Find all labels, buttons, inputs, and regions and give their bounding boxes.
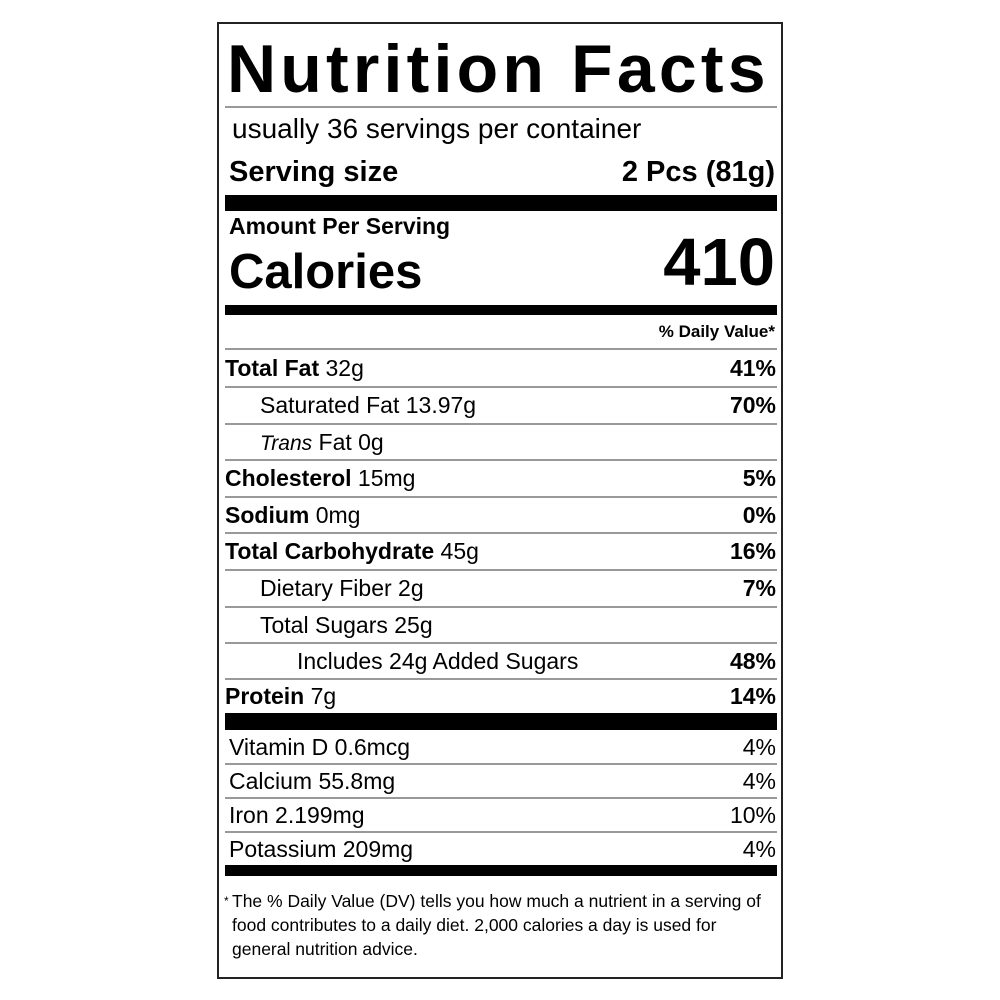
nutrient-row-saturated-fat: Saturated Fat 13.97g 70% — [225, 387, 776, 423]
footnote: The % Daily Value (DV) tells you how muc… — [232, 891, 761, 959]
nutrient-dv: 7% — [742, 574, 776, 601]
divider — [225, 831, 777, 833]
vitamin-dv: 4% — [742, 836, 776, 862]
nutrient-dv: 5% — [742, 464, 776, 491]
calories-value: 410 — [663, 225, 775, 300]
vitamin-label: Iron 2.199mg — [229, 802, 365, 828]
divider — [225, 532, 777, 534]
vitamin-label: Calcium 55.8mg — [229, 768, 396, 794]
nutrient-row-cholesterol: Cholesterol 15mg 5% — [225, 460, 776, 496]
nutrient-name-rest: Fat — [318, 428, 352, 455]
divider — [225, 423, 777, 425]
serving-size-label: Serving size — [229, 156, 399, 188]
vitamin-label: Vitamin D 0.6mcg — [229, 734, 411, 760]
nutrient-name: Total Fat — [225, 354, 320, 381]
vitamin-row-potassium: Potassium 209mg 4% — [229, 833, 776, 866]
divider — [225, 348, 777, 350]
divider — [225, 496, 777, 498]
nutrient-row-total-carbohydrate: Total Carbohydrate 45g 16% — [225, 533, 776, 569]
vitamin-row-iron: Iron 2.199mg 10% — [229, 799, 776, 832]
nutrient-name: Sodium — [225, 501, 310, 528]
divider — [225, 606, 777, 608]
serving-size-value: 2 Pcs (81g) — [621, 156, 775, 188]
nutrient-name: Trans — [260, 431, 313, 455]
vitamin-dv: 4% — [742, 768, 776, 794]
nutrient-amount: 7g — [310, 682, 337, 709]
nutrient-name: Cholesterol — [225, 464, 352, 491]
nutrient-amount: 32g — [325, 354, 364, 381]
nutrient-name: Protein — [225, 682, 305, 709]
nutrient-dv: 0% — [742, 501, 776, 528]
thick-divider — [225, 713, 777, 730]
nutrient-row-trans-fat: Trans Fat 0g — [225, 424, 776, 460]
nutrient-amount: 0g — [358, 428, 384, 455]
footnote-star: * — [224, 894, 229, 908]
label-title: Nutrition Facts — [227, 31, 770, 107]
nutrient-dv: 48% — [729, 647, 776, 674]
nutrient-name: Dietary Fiber — [260, 574, 392, 601]
divider — [225, 678, 777, 680]
divider — [225, 459, 777, 461]
nutrient-dv: 70% — [729, 391, 776, 418]
nutrient-dv: 14% — [729, 682, 776, 709]
nutrient-row-total-fat: Total Fat 32g 41% — [225, 350, 776, 386]
vitamin-row-calcium: Calcium 55.8mg 4% — [229, 765, 776, 798]
nutrient-dv: 16% — [729, 537, 776, 564]
nutrition-label — [217, 22, 783, 979]
nutrient-name: Total Carbohydrate — [225, 537, 435, 564]
nutrient-row-total-sugars: Total Sugars 25g — [225, 607, 776, 643]
vitamin-label: Potassium 209mg — [229, 836, 414, 862]
nutrient-amount: 45g — [440, 537, 479, 564]
nutrient-amount: 13.97g — [405, 391, 477, 418]
nutrient-row-sodium: Sodium 0mg 0% — [225, 497, 776, 533]
vitamin-row-vitamin-d: Vitamin D 0.6mcg 4% — [229, 731, 776, 764]
daily-value-header: % Daily Value* — [658, 322, 775, 341]
divider — [225, 763, 777, 765]
nutrient-amount: 15mg — [357, 464, 416, 491]
nutrient-name: Saturated Fat — [260, 391, 400, 418]
servings-per-container: usually 36 servings per container — [232, 113, 642, 144]
divider — [225, 106, 777, 108]
thick-divider — [225, 195, 777, 211]
divider — [225, 797, 777, 799]
nutrient-amount: 0mg — [315, 501, 361, 528]
calories-label: Calories — [229, 245, 423, 299]
nutrient-amount: 25g — [394, 611, 433, 638]
nutrient-name: Total Sugars — [260, 611, 388, 638]
divider — [225, 569, 777, 571]
vitamin-dv: 4% — [742, 734, 776, 760]
divider — [225, 386, 777, 388]
nutrient-row-dietary-fiber: Dietary Fiber 2g 7% — [225, 570, 776, 606]
nutrient-row-added-sugars: Includes 24g Added Sugars 48% — [225, 643, 776, 679]
nutrient-name: Includes 24g Added Sugars — [297, 647, 579, 674]
nutrient-row-protein: Protein 7g 14% — [225, 678, 776, 714]
divider — [225, 642, 777, 644]
thick-divider — [225, 865, 777, 876]
amount-per-serving: Amount Per Serving — [229, 213, 451, 239]
nutrient-amount: 2g — [398, 574, 424, 601]
thick-divider — [225, 305, 777, 315]
nutrient-dv: 41% — [729, 354, 776, 381]
vitamin-dv: 10% — [729, 802, 776, 828]
